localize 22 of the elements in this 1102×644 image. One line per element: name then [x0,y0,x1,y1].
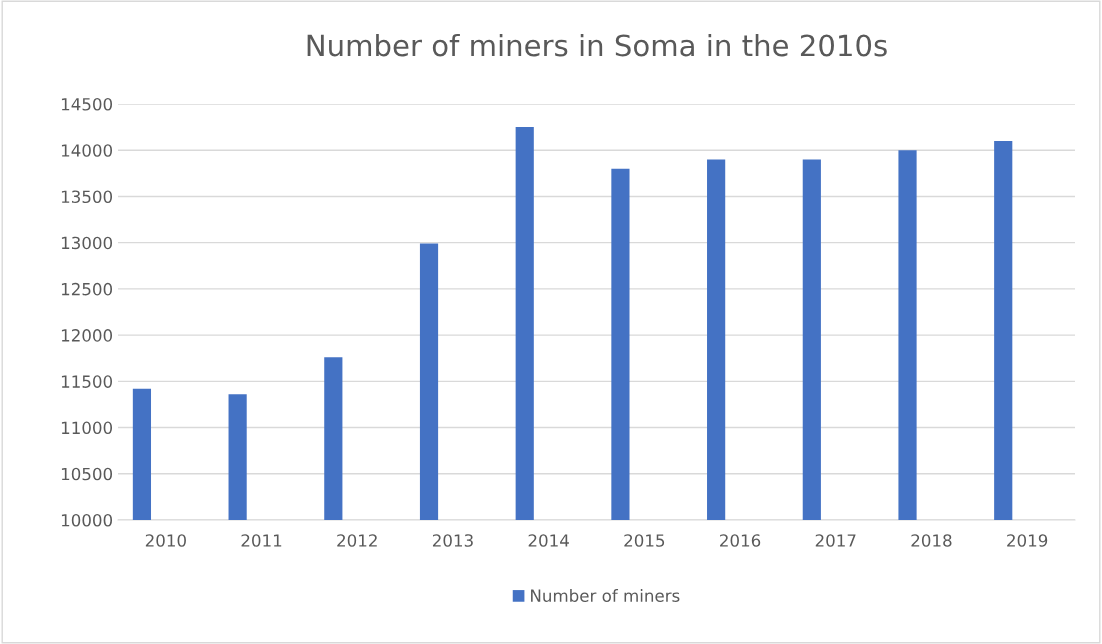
x-tick-label: 2011 [241,534,282,547]
y-tick-label: 13000 [61,236,113,250]
chart-title: Number of miners in Soma in the 2010s [307,33,887,57]
y-tick-label: 11000 [61,421,113,435]
y-tick-label: 13500 [61,190,113,204]
x-tick-label: 2015 [624,534,665,547]
y-tick-label: 12500 [61,282,113,296]
x-tick-label: 2010 [145,534,186,547]
x-tick-label: 2013 [432,534,473,547]
x-tick-label: 2016 [720,534,761,547]
y-tick-label: 10000 [61,513,113,527]
x-tick-label: 2018 [911,534,952,547]
y-tick-label: 10500 [61,467,113,481]
legend-label: Number of miners [531,589,680,602]
x-tick-label: 2019 [1007,534,1048,547]
y-tick-label: 11500 [61,375,113,388]
x-tick-label: 2012 [337,534,377,547]
y-tick-label: 14500 [61,97,113,111]
y-tick-label: 12000 [61,329,113,342]
x-tick-label: 2014 [528,534,569,547]
y-tick-label: 14000 [61,144,113,157]
x-tick-label: 2017 [815,534,856,547]
